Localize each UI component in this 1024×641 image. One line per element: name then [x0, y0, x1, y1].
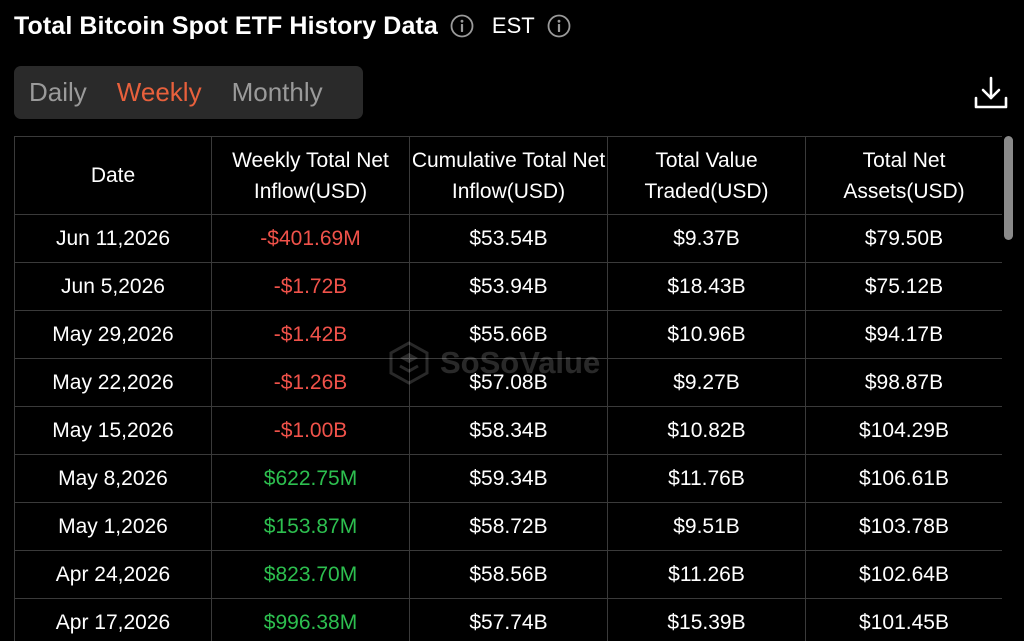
assets-cell: $106.61B	[805, 454, 1002, 503]
date-cell: May 8,2026	[14, 454, 212, 503]
date-cell: Jun 11,2026	[14, 214, 212, 263]
table-row: May 15,2026 -$1.00B $58.34B $10.82B $104…	[14, 406, 1002, 455]
table-row: May 29,2026 -$1.42B $55.66B $10.96B $94.…	[14, 310, 1002, 359]
tab-weekly[interactable]: Weekly	[116, 77, 202, 107]
net-inflow-cell: -$401.69M	[211, 214, 410, 263]
net-inflow-cell: -$1.42B	[211, 310, 410, 359]
net-inflow-cell: $153.87M	[211, 502, 410, 551]
assets-cell: $102.64B	[805, 550, 1002, 599]
cumulative-cell: $59.34B	[409, 454, 608, 503]
scrollbar-thumb[interactable]	[1004, 136, 1013, 240]
column-header-cumulative[interactable]: Cumulative Total Net Inflow(USD)	[409, 136, 608, 215]
table-row: Apr 24,2026 $823.70M $58.56B $11.26B $10…	[14, 550, 1002, 599]
date-cell: Apr 24,2026	[14, 550, 212, 599]
cumulative-cell: $57.74B	[409, 598, 608, 641]
assets-cell: $104.29B	[805, 406, 1002, 455]
column-header-assets[interactable]: Total Net Assets(USD)	[805, 136, 1002, 215]
net-inflow-cell: -$1.00B	[211, 406, 410, 455]
assets-cell: $98.87B	[805, 358, 1002, 407]
tab-daily[interactable]: Daily	[29, 77, 87, 107]
table-row: May 1,2026 $153.87M $58.72B $9.51B $103.…	[14, 502, 1002, 551]
traded-cell: $10.82B	[607, 406, 806, 455]
cumulative-cell: $58.56B	[409, 550, 608, 599]
assets-cell: $94.17B	[805, 310, 1002, 359]
download-button[interactable]	[972, 74, 1010, 112]
assets-cell: $101.45B	[805, 598, 1002, 641]
download-icon	[974, 76, 1008, 109]
table-row: Jun 5,2026 -$1.72B $53.94B $18.43B $75.1…	[14, 262, 1002, 311]
title-row: Total Bitcoin Spot ETF History Data EST	[14, 8, 571, 44]
timezone-info-icon[interactable]	[547, 14, 571, 38]
table-header-row: Date Weekly Total Net Inflow(USD) Cumula…	[14, 136, 1002, 215]
cumulative-cell: $53.94B	[409, 262, 608, 311]
info-icon[interactable]	[450, 14, 474, 38]
history-table-container: Date Weekly Total Net Inflow(USD) Cumula…	[14, 136, 1002, 641]
traded-cell: $9.27B	[607, 358, 806, 407]
cumulative-cell: $55.66B	[409, 310, 608, 359]
net-inflow-cell: $622.75M	[211, 454, 410, 503]
table-row: May 8,2026 $622.75M $59.34B $11.76B $106…	[14, 454, 1002, 503]
net-inflow-cell: -$1.72B	[211, 262, 410, 311]
date-cell: May 29,2026	[14, 310, 212, 359]
traded-cell: $10.96B	[607, 310, 806, 359]
net-inflow-cell: $823.70M	[211, 550, 410, 599]
history-table: Date Weekly Total Net Inflow(USD) Cumula…	[14, 136, 1002, 641]
cumulative-cell: $58.72B	[409, 502, 608, 551]
cumulative-cell: $53.54B	[409, 214, 608, 263]
date-cell: Apr 17,2026	[14, 598, 212, 641]
traded-cell: $9.51B	[607, 502, 806, 551]
tab-monthly[interactable]: Monthly	[231, 77, 323, 107]
table-row: Jun 11,2026 -$401.69M $53.54B $9.37B $79…	[14, 214, 1002, 263]
traded-cell: $11.26B	[607, 550, 806, 599]
cumulative-cell: $58.34B	[409, 406, 608, 455]
date-cell: May 15,2026	[14, 406, 212, 455]
column-header-net-inflow[interactable]: Weekly Total Net Inflow(USD)	[211, 136, 410, 215]
period-tabs: Daily Weekly Monthly	[14, 66, 363, 119]
traded-cell: $15.39B	[607, 598, 806, 641]
assets-cell: $75.12B	[805, 262, 1002, 311]
column-header-date[interactable]: Date	[14, 136, 212, 215]
table-row: May 22,2026 -$1.26B $57.08B $9.27B $98.8…	[14, 358, 1002, 407]
net-inflow-cell: $996.38M	[211, 598, 410, 641]
date-cell: Jun 5,2026	[14, 262, 212, 311]
date-cell: May 22,2026	[14, 358, 212, 407]
traded-cell: $11.76B	[607, 454, 806, 503]
assets-cell: $79.50B	[805, 214, 1002, 263]
column-header-traded[interactable]: Total Value Traded(USD)	[607, 136, 806, 215]
assets-cell: $103.78B	[805, 502, 1002, 551]
page-title: Total Bitcoin Spot ETF History Data	[14, 11, 438, 40]
cumulative-cell: $57.08B	[409, 358, 608, 407]
table-row: Apr 17,2026 $996.38M $57.74B $15.39B $10…	[14, 598, 1002, 641]
traded-cell: $18.43B	[607, 262, 806, 311]
traded-cell: $9.37B	[607, 214, 806, 263]
net-inflow-cell: -$1.26B	[211, 358, 410, 407]
timezone-label: EST	[491, 13, 535, 38]
date-cell: May 1,2026	[14, 502, 212, 551]
